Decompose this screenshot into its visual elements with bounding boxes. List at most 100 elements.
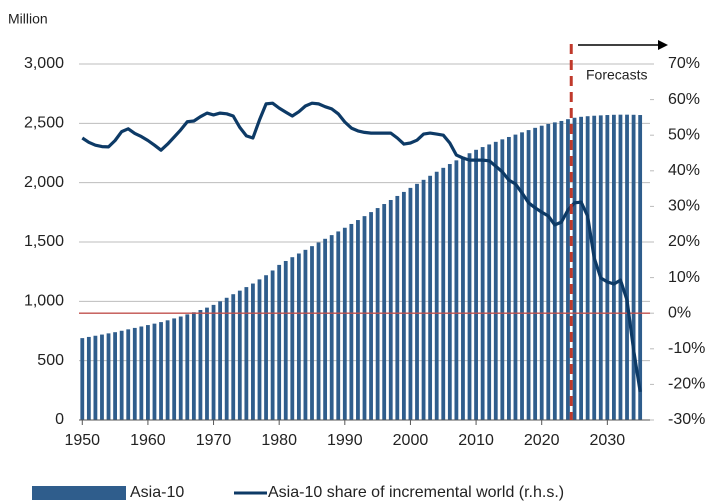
bar xyxy=(579,116,583,420)
bar xyxy=(520,132,524,421)
bar xyxy=(513,134,518,420)
y2-tick-label: 20% xyxy=(668,233,700,250)
line xyxy=(81,101,642,393)
bar xyxy=(316,242,321,420)
bar xyxy=(139,326,144,420)
bar xyxy=(218,301,223,420)
bar xyxy=(493,141,498,420)
legend-label: Asia-10 xyxy=(130,484,184,501)
bar xyxy=(329,235,334,420)
bar xyxy=(277,264,282,420)
x-tick-label: 1970 xyxy=(196,432,232,449)
bar xyxy=(552,122,557,420)
bar xyxy=(480,147,485,421)
bar xyxy=(165,320,170,420)
bar xyxy=(395,195,400,420)
bar xyxy=(572,117,577,421)
y-tick-label: 1,000 xyxy=(24,293,64,310)
bar xyxy=(500,139,505,420)
bar xyxy=(178,316,183,420)
bar xyxy=(198,309,203,420)
bar xyxy=(566,119,570,421)
x-tick-label: 2010 xyxy=(458,432,494,449)
y-tick-label: 0 xyxy=(55,411,64,428)
bar xyxy=(80,338,85,420)
bar xyxy=(638,115,643,420)
bar xyxy=(408,187,413,420)
bar xyxy=(618,114,623,421)
bar xyxy=(283,260,288,420)
x-tick-label: 1990 xyxy=(327,432,363,449)
bar xyxy=(106,333,111,420)
bar xyxy=(585,116,590,421)
y2-tick-label: -10% xyxy=(668,340,705,357)
bar xyxy=(257,279,262,420)
y2-tick-label: 40% xyxy=(668,162,700,179)
y2-tick-label: 10% xyxy=(668,269,700,286)
bar xyxy=(631,114,636,420)
y2-tick-label: -20% xyxy=(668,376,705,393)
y-tick-label: 3,000 xyxy=(24,55,64,72)
bar xyxy=(546,123,551,420)
x-tick-label: 1960 xyxy=(130,432,166,449)
bar xyxy=(290,257,295,420)
bar xyxy=(474,149,478,420)
y2-tick-label: 0% xyxy=(668,304,691,321)
bar xyxy=(526,130,531,420)
bar xyxy=(388,199,393,420)
bar xyxy=(539,125,544,420)
y2-tick-label: 70% xyxy=(668,55,700,72)
bar xyxy=(185,314,190,420)
x-tick-label: 1950 xyxy=(64,432,100,449)
y2-tick-label: 30% xyxy=(668,198,700,215)
bar xyxy=(415,183,419,420)
bar xyxy=(533,127,538,421)
bar xyxy=(356,220,360,420)
bar xyxy=(224,297,229,420)
bar xyxy=(625,114,629,421)
bar xyxy=(401,191,406,420)
legend-label: Asia-10 share of incremental world (r.h.… xyxy=(268,484,564,501)
bar xyxy=(454,160,459,420)
bar xyxy=(211,304,216,420)
bar xyxy=(611,114,616,420)
bar xyxy=(113,332,118,420)
bar xyxy=(467,153,472,420)
bar xyxy=(119,330,124,420)
x-tick-label: 2000 xyxy=(393,432,429,449)
bar xyxy=(349,223,354,420)
bar xyxy=(310,246,314,420)
bar xyxy=(231,294,236,420)
y-tick-label: 2,500 xyxy=(24,115,64,132)
x-tick-label: 1980 xyxy=(261,432,297,449)
bar xyxy=(362,216,367,420)
y2-tick-label: 50% xyxy=(668,126,700,143)
bar xyxy=(126,329,131,420)
bar xyxy=(421,179,426,420)
y2-tick-label: 60% xyxy=(668,91,700,108)
bar xyxy=(132,327,137,420)
bar xyxy=(592,115,597,420)
bar xyxy=(428,175,433,420)
bar xyxy=(382,204,387,420)
bar xyxy=(205,307,209,420)
bar xyxy=(441,167,446,420)
bar xyxy=(598,115,603,421)
bar xyxy=(244,287,249,420)
bar xyxy=(152,323,157,420)
bar xyxy=(434,171,439,420)
y2-tick-label: -30% xyxy=(668,411,705,428)
bar xyxy=(270,270,275,420)
annotation: Forecasts xyxy=(586,67,647,83)
x-tick-label: 2030 xyxy=(590,432,626,449)
bar xyxy=(303,249,308,420)
bar xyxy=(146,325,150,420)
y-tick-label: 2,000 xyxy=(24,174,64,191)
bar xyxy=(336,231,341,420)
bar xyxy=(369,212,373,420)
bar xyxy=(264,275,268,420)
bar xyxy=(461,156,465,420)
bar xyxy=(487,144,492,420)
y-axis-label: Million xyxy=(8,11,48,27)
